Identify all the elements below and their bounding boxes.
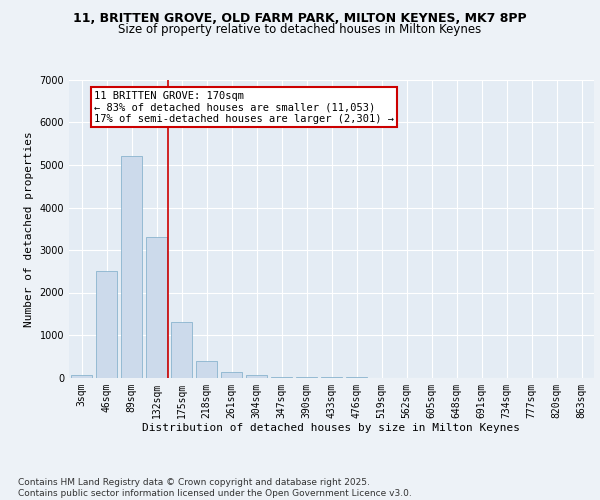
Text: Contains HM Land Registry data © Crown copyright and database right 2025.
Contai: Contains HM Land Registry data © Crown c… xyxy=(18,478,412,498)
Bar xyxy=(171,322,192,378)
Bar xyxy=(146,238,167,378)
Text: 11, BRITTEN GROVE, OLD FARM PARK, MILTON KEYNES, MK7 8PP: 11, BRITTEN GROVE, OLD FARM PARK, MILTON… xyxy=(73,12,527,26)
Text: 11 BRITTEN GROVE: 170sqm
← 83% of detached houses are smaller (11,053)
17% of se: 11 BRITTEN GROVE: 170sqm ← 83% of detach… xyxy=(94,90,394,124)
Y-axis label: Number of detached properties: Number of detached properties xyxy=(24,131,34,326)
X-axis label: Distribution of detached houses by size in Milton Keynes: Distribution of detached houses by size … xyxy=(143,423,521,433)
Bar xyxy=(71,376,92,378)
Bar xyxy=(121,156,142,378)
Bar xyxy=(221,372,242,378)
Text: Size of property relative to detached houses in Milton Keynes: Size of property relative to detached ho… xyxy=(118,22,482,36)
Bar xyxy=(196,360,217,378)
Bar xyxy=(246,376,267,378)
Bar xyxy=(96,271,117,378)
